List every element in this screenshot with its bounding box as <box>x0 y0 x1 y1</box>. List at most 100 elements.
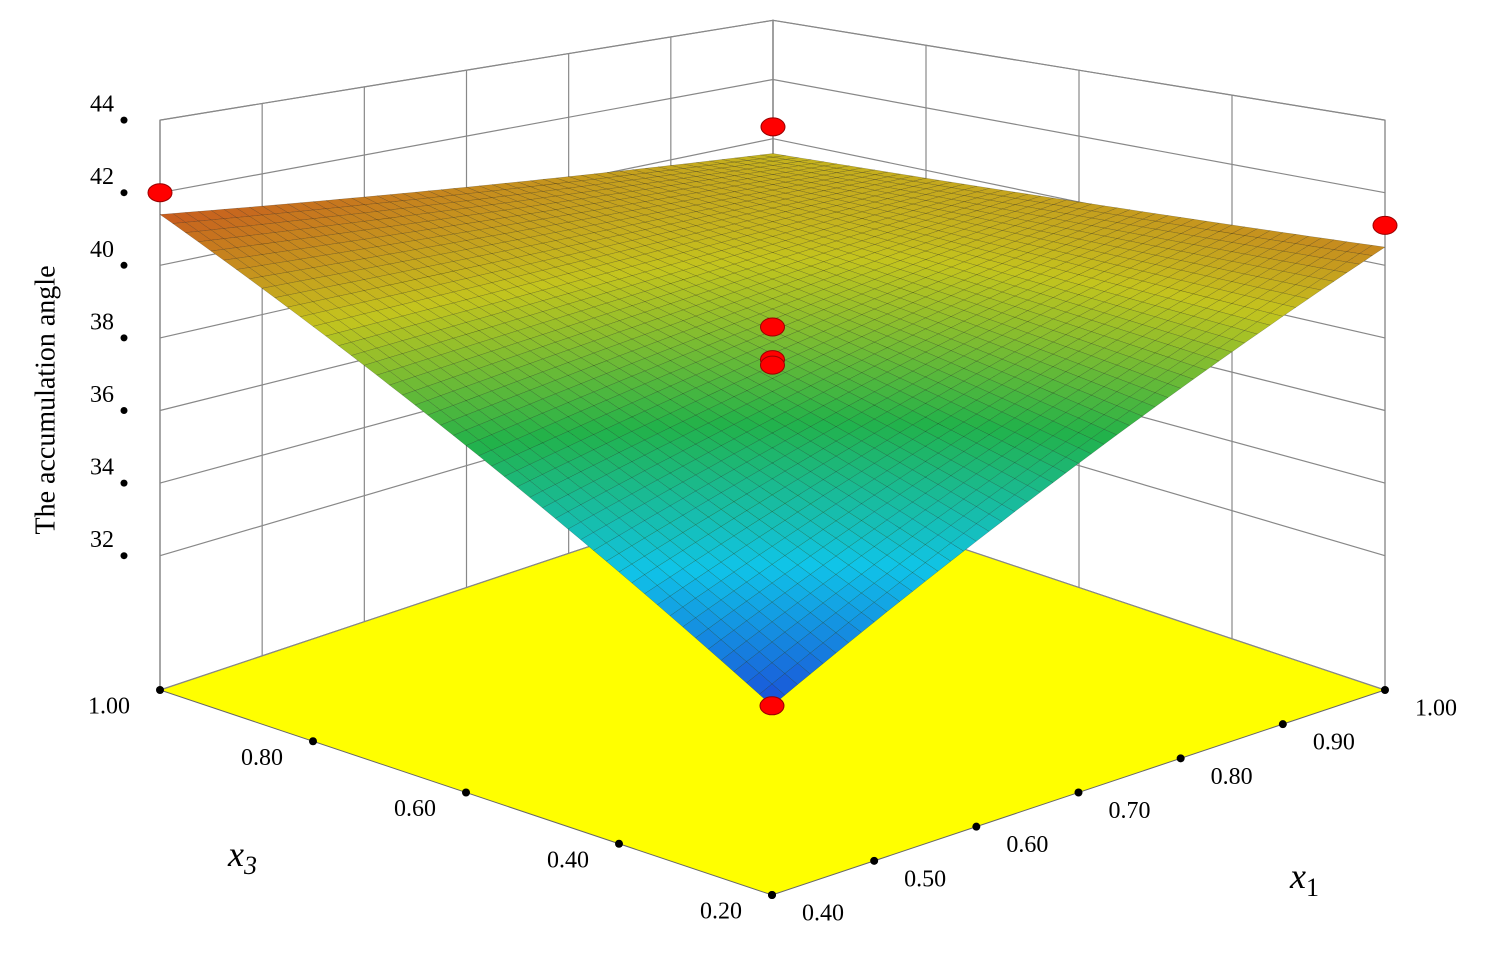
surface-cell <box>937 350 965 364</box>
surface-cell <box>210 209 238 219</box>
surface-cell <box>645 171 671 177</box>
surface-cell <box>963 428 990 444</box>
surface-cell <box>491 414 518 430</box>
surface-cell <box>669 606 696 628</box>
surface-cell <box>784 479 811 496</box>
surface-cell <box>491 385 518 401</box>
surface-cell <box>772 181 799 188</box>
surface-cell <box>835 622 862 644</box>
surface-cell <box>363 322 391 336</box>
surface-cell <box>1243 228 1272 238</box>
x3-tick <box>309 737 317 746</box>
surface-cell <box>1116 209 1144 218</box>
surface-cell <box>798 193 824 200</box>
surface-cell <box>912 403 939 418</box>
surface-cell <box>683 198 710 206</box>
x3-tick <box>615 839 623 848</box>
surface-cell <box>1346 243 1373 254</box>
surface-cell <box>567 504 594 523</box>
design-point <box>760 317 785 337</box>
surface-cell <box>746 303 774 315</box>
x3-title-sub: 3 <box>243 851 257 880</box>
surface-cell <box>746 232 774 241</box>
surface-cell <box>452 240 480 250</box>
surface-cell <box>963 399 990 415</box>
surface-cell <box>1078 308 1105 321</box>
surface-cell <box>210 249 238 261</box>
surface-cell <box>503 438 531 455</box>
surface-cell <box>479 184 505 192</box>
z-tick-label: 32 <box>90 527 114 553</box>
surface-cell <box>886 260 914 270</box>
z-tick <box>120 189 128 197</box>
surface-cell <box>1129 324 1156 337</box>
surface-cell <box>1346 253 1373 265</box>
surface-cell <box>644 419 671 435</box>
x1-tick-label: 1.00 <box>1415 696 1457 722</box>
surface-cell <box>376 209 404 219</box>
surface-cell <box>899 312 927 325</box>
surface-cell <box>835 479 863 496</box>
surface-cell <box>337 222 366 233</box>
surface-cell <box>784 252 812 262</box>
surface-cell <box>822 632 849 654</box>
surface-cell <box>1180 253 1208 264</box>
surface-cell <box>758 528 786 547</box>
surface-cell <box>554 416 582 432</box>
surface-cell <box>363 228 391 238</box>
surface-cell <box>913 194 939 201</box>
surface-cell <box>427 227 455 237</box>
surface-cell <box>516 350 544 364</box>
surface-cell <box>1192 220 1221 230</box>
surface-cell <box>427 235 455 246</box>
surface-cell <box>644 585 671 606</box>
surface-cell <box>440 376 467 392</box>
surface-cell <box>644 566 671 586</box>
surface-cell <box>1154 383 1182 398</box>
surface-cell <box>836 170 863 176</box>
surface-cell <box>248 233 276 245</box>
surface-cell <box>657 169 684 176</box>
surface-cell <box>899 292 927 303</box>
design-point <box>760 117 786 137</box>
surface-cell <box>963 506 990 525</box>
surface-cell <box>503 381 531 396</box>
surface-cell <box>618 431 646 447</box>
surface-cell <box>835 222 863 230</box>
surface-cell <box>618 240 646 249</box>
surface-cell <box>1154 332 1182 345</box>
surface-cell <box>312 208 340 218</box>
surface-cell <box>873 324 901 337</box>
surface-cell <box>516 263 544 274</box>
surface-cell <box>645 199 671 207</box>
x1-tick-label: 0.40 <box>802 901 844 927</box>
surface-cell <box>1180 365 1207 380</box>
surface-cell <box>172 212 200 223</box>
surface-cell <box>1141 213 1170 222</box>
surface-cell <box>567 260 595 271</box>
surface-cell <box>619 185 646 192</box>
surface-cell <box>784 261 812 271</box>
surface-cell <box>887 173 914 180</box>
surface-cell <box>861 528 888 547</box>
surface-cell <box>734 189 761 196</box>
surface-cell <box>427 354 454 369</box>
surface-cell <box>440 188 468 196</box>
surface-cell <box>747 171 773 177</box>
surface-cell <box>567 212 596 221</box>
surface-cell <box>1001 351 1029 365</box>
surface-cell <box>479 190 505 198</box>
surface-cell <box>849 182 875 188</box>
z-tick <box>120 261 128 269</box>
z-tick-label: 42 <box>90 164 114 190</box>
surface-cell <box>516 480 543 498</box>
surface-cell <box>810 244 838 254</box>
surface-cell <box>669 331 697 344</box>
surface-cell <box>733 446 760 463</box>
surface-cell <box>963 523 990 542</box>
surface-cell <box>299 313 327 327</box>
surface-cell <box>1129 401 1156 417</box>
surface-cell <box>427 367 454 382</box>
surface-cell <box>1167 217 1195 226</box>
